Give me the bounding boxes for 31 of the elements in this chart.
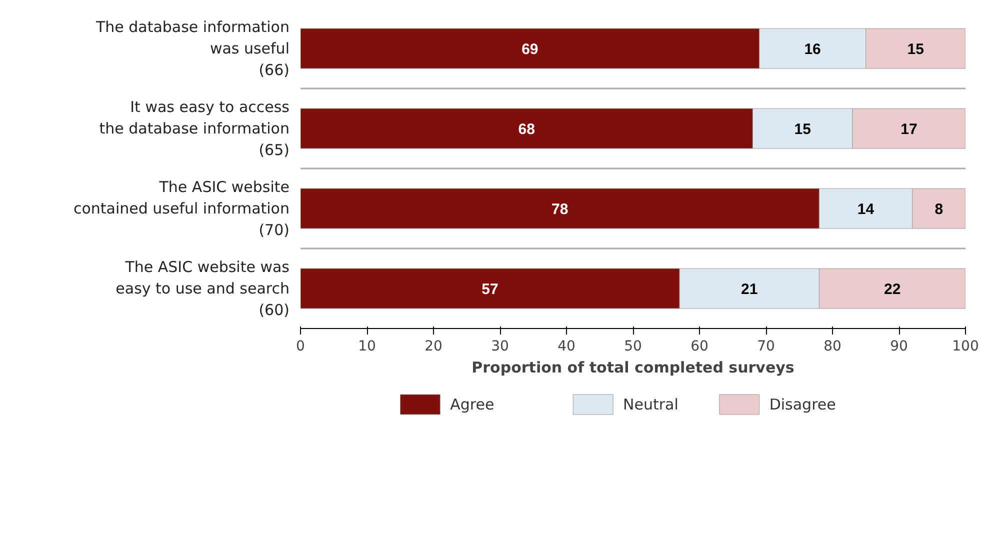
data-label: 57 (482, 281, 498, 298)
data-label: 21 (741, 281, 758, 298)
x-tick-label: 20 (424, 338, 442, 354)
x-tick-label: 10 (358, 338, 376, 354)
data-label: 68 (518, 121, 535, 138)
x-tick-label: 100 (952, 338, 979, 354)
y-tick-label: The database information was useful (66) (94, 18, 290, 80)
data-label: 16 (804, 41, 821, 58)
x-tick-label: 50 (624, 338, 642, 354)
legend-label: Neutral (623, 396, 678, 414)
data-label: 14 (857, 201, 875, 218)
y-tick-label: The ASIC website contained useful information (70) (73, 178, 290, 240)
data-label: 15 (794, 121, 811, 138)
x-tick-label: 40 (558, 338, 576, 354)
x-axis-title: Proportion of total completed surveys (472, 358, 794, 376)
data-label: 8 (934, 201, 944, 218)
x-tick-label: 60 (690, 338, 708, 354)
data-label: 17 (900, 121, 918, 138)
x-tick-label: 70 (757, 338, 775, 354)
x-tick-label: 0 (296, 338, 305, 354)
legend-label: Agree (450, 396, 494, 414)
data-label: 15 (907, 41, 924, 58)
data-label: 78 (552, 201, 568, 218)
x-tick-label: 30 (491, 338, 509, 354)
y-tick-label: The ASIC website was easy to use and search (60) (116, 258, 290, 320)
legend-label: Disagree (769, 396, 836, 414)
x-tick-label: 90 (890, 338, 908, 354)
data-label: 22 (884, 281, 901, 298)
data-label: 69 (522, 41, 538, 58)
y-tick-label: It was easy to access the database information (65) (99, 98, 290, 160)
x-tick-label: 80 (824, 338, 842, 354)
